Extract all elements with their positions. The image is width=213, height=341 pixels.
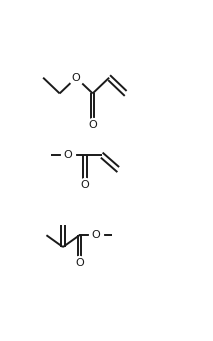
Text: O: O xyxy=(88,120,97,130)
Text: O: O xyxy=(72,73,81,83)
Text: O: O xyxy=(81,180,90,190)
Text: O: O xyxy=(75,258,84,268)
Text: O: O xyxy=(63,150,72,160)
Text: O: O xyxy=(92,230,100,240)
